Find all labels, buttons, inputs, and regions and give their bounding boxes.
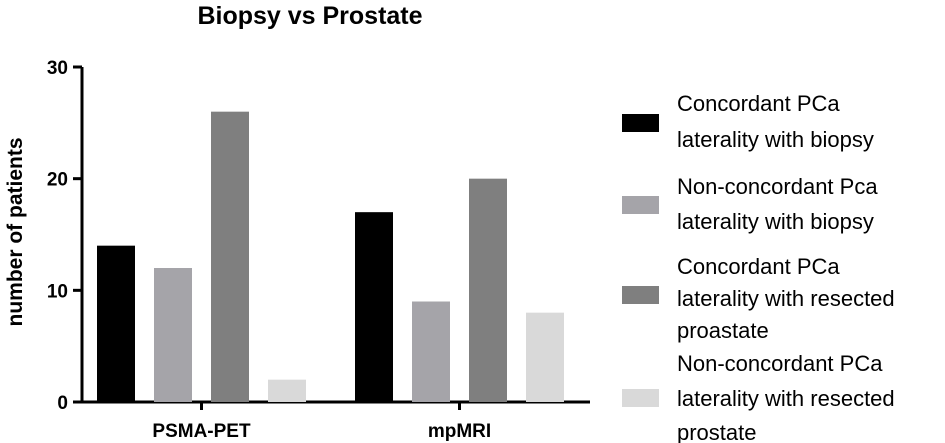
legend-swatch-series-2 [622,196,659,214]
legend-label-line: laterality with biopsy [677,209,874,234]
bar-mpmri-series-2 [412,301,450,402]
y-tick-label: 0 [57,393,68,414]
legend-swatch-series-4 [622,389,659,407]
legend-label-line: prostate [677,420,757,443]
bar-mpmri-series-4 [526,312,564,402]
legend: Concordant PCa laterality with biopsy Non-… [622,91,895,443]
category-label: mpMRI [428,421,491,442]
legend-label-line: laterality with resected [677,386,895,411]
legend-label-line: Non-concordant Pca [677,174,878,199]
bar-mpmri-series-1 [355,212,393,402]
bar-psma-pet-series-2 [154,268,192,402]
category-label: PSMA-PET [152,421,251,442]
y-tick-label: 20 [47,170,68,191]
category-labels: PSMA-PET mpMRI [152,421,491,442]
y-tick-label: 10 [47,281,68,302]
legend-swatch-series-3 [622,286,659,304]
bar-psma-pet-series-3 [211,111,249,403]
legend-label-line: laterality with biopsy [677,127,874,152]
legend-swatch-series-1 [622,114,659,132]
legend-label-line: proastate [677,318,769,343]
bar-mpmri-series-3 [469,178,507,402]
bar-psma-pet-series-4 [268,379,306,402]
y-axis-label: number of patients [4,137,27,326]
y-tick-label: 30 [47,58,68,79]
legend-label-line: laterality with resected [677,286,895,311]
legend-label-line: Non-concordant PCa [677,351,883,376]
chart-title: Biopsy vs Prostate [197,2,422,30]
legend-label-line: Concordant PCa [677,91,840,116]
bar-psma-pet-series-1 [97,245,135,402]
bars [97,111,564,403]
legend-label-line: Concordant PCa [677,254,840,279]
